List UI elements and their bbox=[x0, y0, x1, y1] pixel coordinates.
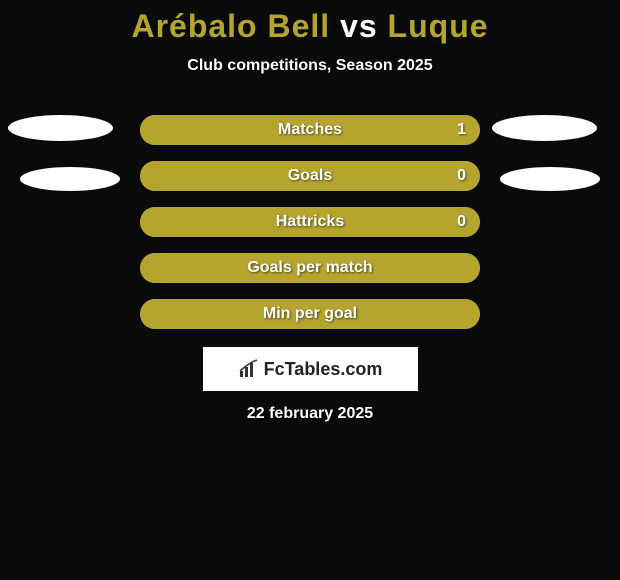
stats-area: Matches1Goals0Hattricks0Goals per matchM… bbox=[0, 115, 620, 329]
stat-label: Min per goal bbox=[140, 305, 480, 323]
stat-row: Hattricks0 bbox=[140, 207, 480, 237]
decorative-ellipse bbox=[20, 167, 120, 191]
player2-name: Luque bbox=[388, 8, 489, 44]
stat-label: Hattricks bbox=[140, 213, 480, 231]
subtitle: Club competitions, Season 2025 bbox=[0, 57, 620, 75]
stat-row: Matches1 bbox=[140, 115, 480, 145]
logo: FcTables.com bbox=[238, 359, 383, 380]
stat-row: Goals per match bbox=[140, 253, 480, 283]
root: Arébalo Bell vs Luque Club competitions,… bbox=[0, 0, 620, 423]
decorative-ellipse bbox=[500, 167, 600, 191]
stat-label: Goals per match bbox=[140, 259, 480, 277]
page-title: Arébalo Bell vs Luque bbox=[0, 8, 620, 45]
chart-icon bbox=[238, 359, 260, 379]
date-label: 22 february 2025 bbox=[0, 405, 620, 423]
vs-label: vs bbox=[340, 8, 378, 44]
stat-value: 0 bbox=[457, 213, 466, 231]
stat-value: 0 bbox=[457, 167, 466, 185]
stat-row: Goals0 bbox=[140, 161, 480, 191]
logo-text: FcTables.com bbox=[264, 359, 383, 380]
stat-label: Matches bbox=[140, 121, 480, 139]
decorative-ellipse bbox=[8, 115, 113, 141]
stat-label: Goals bbox=[140, 167, 480, 185]
logo-box: FcTables.com bbox=[203, 347, 418, 391]
decorative-ellipse bbox=[492, 115, 597, 141]
stat-row: Min per goal bbox=[140, 299, 480, 329]
stat-value: 1 bbox=[457, 121, 466, 139]
player1-name: Arébalo Bell bbox=[131, 8, 330, 44]
